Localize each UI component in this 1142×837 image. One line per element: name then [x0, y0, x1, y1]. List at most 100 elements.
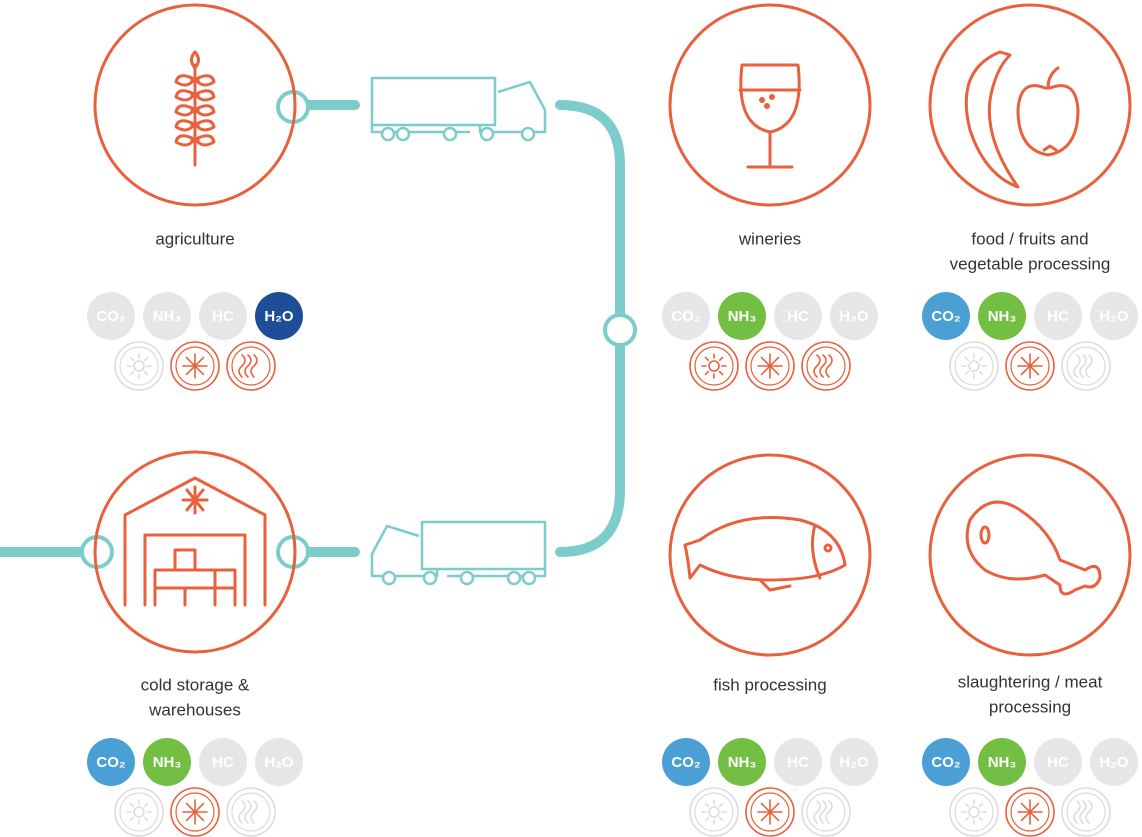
- wave: [1073, 354, 1081, 378]
- mode-badge: [949, 787, 999, 837]
- refrigerant-label: CO₂: [96, 754, 125, 771]
- mode-badge: [226, 341, 276, 391]
- sun-ray: [978, 356, 984, 362]
- refrigerant-badge: [922, 738, 970, 786]
- mode-badge: [949, 341, 999, 391]
- node: wineries CO₂ NH₃ HC H₂O: [662, 3, 878, 391]
- refrigerant-label: HC: [1047, 308, 1069, 325]
- refrigerant-badge: [718, 738, 766, 786]
- wave: [1085, 800, 1093, 824]
- sun-core: [708, 360, 720, 372]
- sun-ray: [978, 802, 984, 808]
- node-label: warehouses: [148, 700, 241, 719]
- sun-ray: [143, 356, 149, 362]
- sun-ray: [718, 370, 724, 376]
- sun-ray: [718, 356, 724, 362]
- refrigerant-badge: [978, 738, 1026, 786]
- mode-badge-inner: [806, 346, 846, 386]
- mode-badge: [1061, 341, 1111, 391]
- refrigerant-label: HC: [1047, 754, 1069, 771]
- sun-ray: [143, 816, 149, 822]
- refrigerant-label: NH₃: [153, 308, 182, 325]
- refrigerant-badge: [774, 292, 822, 340]
- sun-ray: [964, 370, 970, 376]
- sun-ray: [964, 816, 970, 822]
- wave: [1073, 800, 1081, 824]
- snow-arm: [760, 802, 780, 822]
- wave: [819, 354, 827, 378]
- sun-ray: [129, 370, 135, 376]
- node: fish processing CO₂ NH₃ HC H₂O: [662, 453, 878, 837]
- mode-badge: [114, 341, 164, 391]
- sun-ray: [704, 802, 710, 808]
- sun-ray: [978, 370, 984, 376]
- node-label: fish processing: [713, 675, 826, 694]
- node-circle: [93, 450, 297, 654]
- mode-badge: [1061, 787, 1111, 837]
- mode-badge-inner: [119, 346, 159, 386]
- sun-ray: [143, 802, 149, 808]
- wave: [1085, 354, 1093, 378]
- truck-top: [370, 76, 547, 142]
- refrigerant-label: H₂O: [1099, 308, 1128, 325]
- node-label: cold storage &: [141, 675, 250, 694]
- mode-badge-inner: [694, 792, 734, 832]
- mode-badge: [226, 787, 276, 837]
- refrigerant-label: H₂O: [264, 308, 293, 325]
- refrigerant-label: H₂O: [264, 754, 293, 771]
- refrigerant-label: NH₃: [728, 754, 757, 771]
- node-circle: [668, 3, 872, 207]
- refrigerant-badge: [1034, 738, 1082, 786]
- sun-ray: [978, 816, 984, 822]
- snow-arm: [185, 356, 205, 376]
- sun-ray: [704, 816, 710, 822]
- node: cold storage & warehouses CO₂ NH₃ HC H₂O: [87, 450, 303, 837]
- refrigerant-badge: [662, 738, 710, 786]
- refrigerant-badge: [255, 738, 303, 786]
- refrigerant-label: NH₃: [153, 754, 182, 771]
- sun-ray: [129, 816, 135, 822]
- refrigerant-label: HC: [212, 308, 234, 325]
- wave: [244, 354, 252, 378]
- refrigerant-badge: [1090, 292, 1138, 340]
- wave: [1079, 354, 1087, 378]
- sun-ray: [704, 370, 710, 376]
- mode-badge-inner: [1010, 792, 1050, 832]
- node-circle: [93, 3, 297, 207]
- sun-core: [133, 806, 145, 818]
- node-circle: [928, 3, 1132, 207]
- node-label: agriculture: [155, 229, 234, 248]
- mode-badge-inner: [175, 346, 215, 386]
- wave: [250, 800, 258, 824]
- refrigerant-label: H₂O: [839, 754, 868, 771]
- refrigerant-badge: [255, 292, 303, 340]
- sun-ray: [143, 370, 149, 376]
- icon-warehouse: [123, 476, 267, 607]
- sun-ray: [718, 802, 724, 808]
- refrigerant-label: CO₂: [671, 754, 700, 771]
- mode-badge-inner: [954, 346, 994, 386]
- wave: [813, 800, 821, 824]
- refrigerant-badge: [1034, 292, 1082, 340]
- refrigerant-label: NH₃: [988, 754, 1017, 771]
- mode-badge-inner: [1066, 346, 1106, 386]
- refrigerant-label: NH₃: [728, 308, 757, 325]
- snow-arm: [1020, 356, 1040, 376]
- mode-badge: [114, 787, 164, 837]
- mode-badge-inner: [806, 792, 846, 832]
- icon-wheat: [174, 50, 216, 167]
- node: food / fruits and vegetable processing CO₂…: [922, 3, 1138, 391]
- node: slaughtering / meat processing CO₂ NH₃ HC H₂O: [922, 453, 1138, 837]
- mode-badge: [801, 787, 851, 837]
- refrigerant-badge: [922, 292, 970, 340]
- refrigerant-badge: [774, 738, 822, 786]
- icon-wine-glass: [738, 63, 802, 169]
- truck-bottom: [370, 520, 547, 586]
- snow-arm: [1020, 802, 1040, 822]
- refrigerant-badge: [199, 738, 247, 786]
- mode-badge: [689, 787, 739, 837]
- wave: [250, 354, 258, 378]
- refrigerant-label: NH₃: [988, 308, 1017, 325]
- refrigerant-badge: [978, 292, 1026, 340]
- wave: [238, 354, 246, 378]
